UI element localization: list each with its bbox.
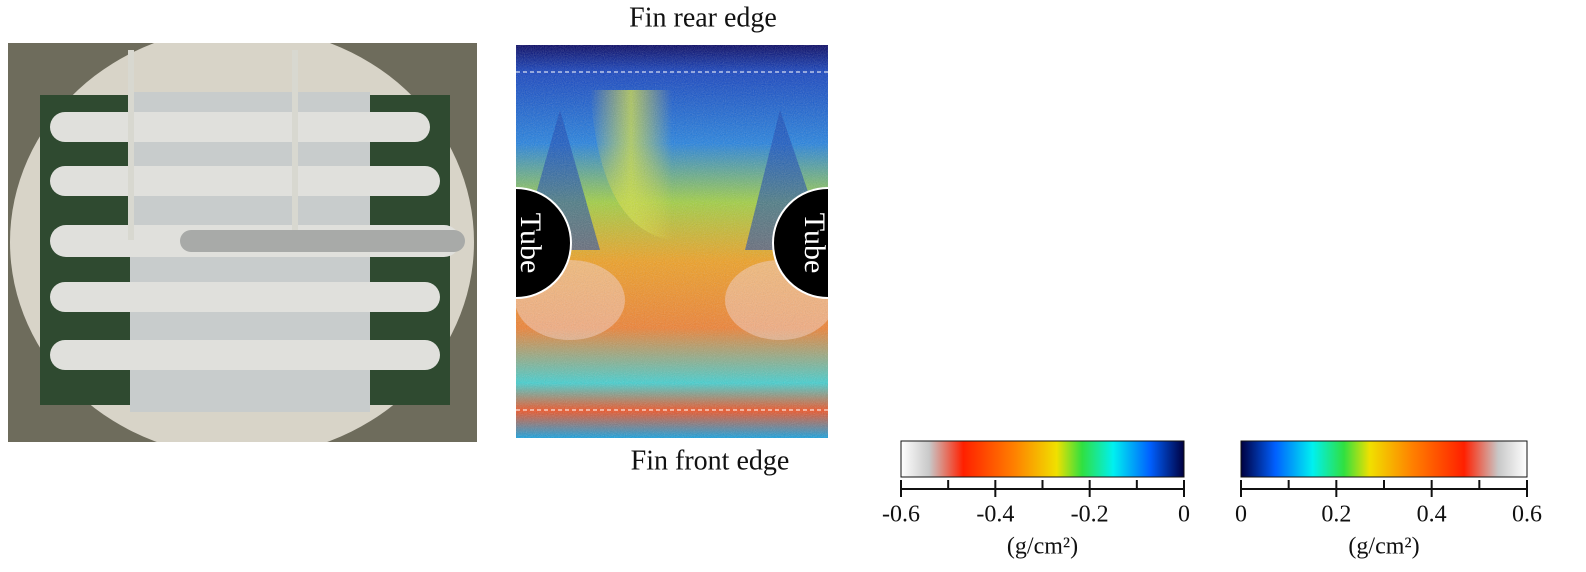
top-label: Fin rear edge: [629, 2, 777, 33]
colorbar: [900, 440, 1185, 478]
tick-label: 0.4: [1417, 502, 1447, 528]
colorbar: [1240, 440, 1528, 478]
tube-label: Tube: [798, 213, 831, 274]
tick-label: 0.6: [1512, 502, 1542, 528]
heatmap: [516, 45, 828, 438]
photo: [8, 43, 477, 442]
tube-label: Tube: [514, 213, 547, 274]
unit-label: (g/cm²): [1348, 534, 1419, 560]
tick-label: -0.4: [976, 502, 1014, 528]
tick-label: 0.2: [1321, 502, 1351, 528]
tick-label: 0: [1178, 502, 1190, 528]
tick-label: -0.2: [1071, 502, 1109, 528]
tick-label: -0.6: [882, 502, 920, 528]
tick-label: 0: [1235, 502, 1247, 528]
unit-label: (g/cm²): [1007, 534, 1078, 560]
bottom-label: Fin front edge: [631, 445, 790, 476]
